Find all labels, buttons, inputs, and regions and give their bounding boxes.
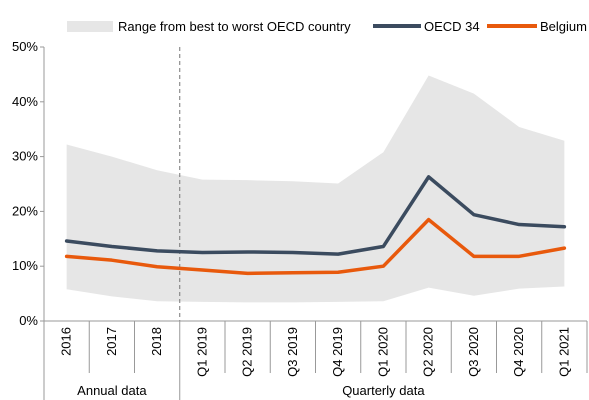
y-tick-label: 50%: [12, 39, 38, 54]
legend-label-oecd: OECD 34: [424, 19, 480, 34]
y-tick-label: 20%: [12, 203, 38, 218]
y-tick-label: 40%: [12, 94, 38, 109]
x-tick-label: Q3 2019: [285, 327, 300, 377]
legend-label-belgium: Belgium: [540, 19, 587, 34]
x-tick-label: Q4 2020: [511, 327, 526, 377]
x-tick-label: 2018: [149, 327, 164, 356]
x-tick-label: Q1 2020: [375, 327, 390, 377]
x-tick-label: Q2 2019: [240, 327, 255, 377]
series-line-belgium: [64, 217, 567, 276]
group-label: Quarterly data: [342, 383, 425, 398]
y-tick-label: 30%: [12, 149, 38, 164]
y-tick-label: 10%: [12, 258, 38, 273]
x-tick-label: 2016: [59, 327, 74, 356]
legend: Range from best to worst OECD country OE…: [67, 19, 587, 34]
series-line-oecd-34: [64, 175, 567, 256]
legend-swatch-range: [67, 21, 113, 32]
x-tick-label: Q3 2020: [466, 327, 481, 377]
group-label: Annual data: [77, 383, 147, 398]
y-tick-label: 0%: [19, 313, 38, 328]
x-tick-label: Q1 2019: [194, 327, 209, 377]
range-band: [66, 75, 565, 303]
plot-area: 0% 10% 20% 30% 40% 50% 2016 2017 2018 Q1 2019 Q2 2…: [12, 39, 588, 400]
x-tick-label: Q1 2021: [556, 327, 571, 377]
x-tick-label: Q2 2020: [421, 327, 436, 377]
x-tick-label: Q4 2019: [330, 327, 345, 377]
x-tick-label: 2017: [104, 327, 119, 356]
legend-label-range: Range from best to worst OECD country: [118, 19, 351, 34]
